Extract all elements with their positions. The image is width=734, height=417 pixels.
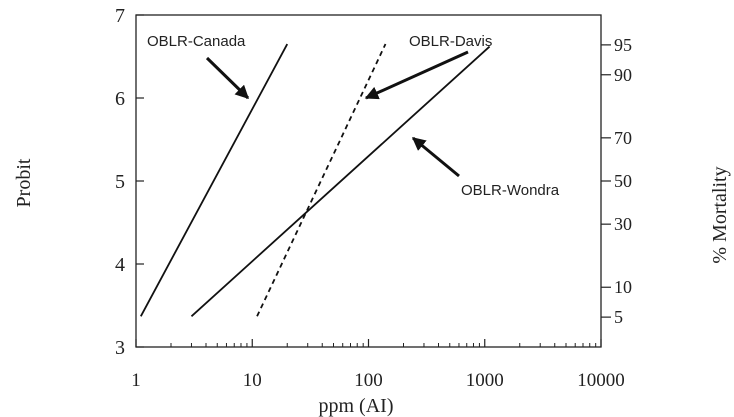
right-y-tick-label: 90 [614,65,632,85]
y-tick-label: 3 [115,337,125,359]
y-tick-label: 6 [115,88,125,110]
y-tick-label: 4 [115,254,125,276]
series-line-oblr-wondra [190,45,491,317]
right-y-tick-label: 5 [614,307,623,327]
x-tick-label: 1000 [466,370,504,391]
annotation-arrow-oblr-davis [364,50,469,100]
y-axis-label: Probit [13,158,35,207]
y-tick-label: 7 [115,5,125,27]
annotation-label-oblr-davis: OBLR-Davis [409,33,492,50]
right-y-axis-label: % Mortality [709,166,731,263]
annotation-arrow-oblr-wondra [411,136,460,178]
right-y-tick-label: 10 [614,277,632,297]
right-y-tick-label: 50 [614,171,632,191]
x-tick-label: 1 [131,370,141,391]
series-line-oblr-davis [256,43,387,317]
right-y-tick-label: 95 [614,35,632,55]
x-tick-label: 10 [243,370,262,391]
right-y-tick-label: 70 [614,128,632,148]
plot-frame [135,14,602,348]
x-tick-label: 10000 [577,370,625,391]
right-y-tick-label: 30 [614,214,632,234]
x-tick-label: 100 [354,370,383,391]
series-line-oblr-canada [140,43,289,317]
y-tick-label: 5 [115,171,125,193]
x-axis-label: ppm (AI) [319,395,394,417]
annotation-label-oblr-canada: OBLR-Canada [147,33,246,50]
annotation-arrow-oblr-canada [205,56,250,100]
annotation-label-oblr-wondra: OBLR-Wondra [461,182,560,199]
